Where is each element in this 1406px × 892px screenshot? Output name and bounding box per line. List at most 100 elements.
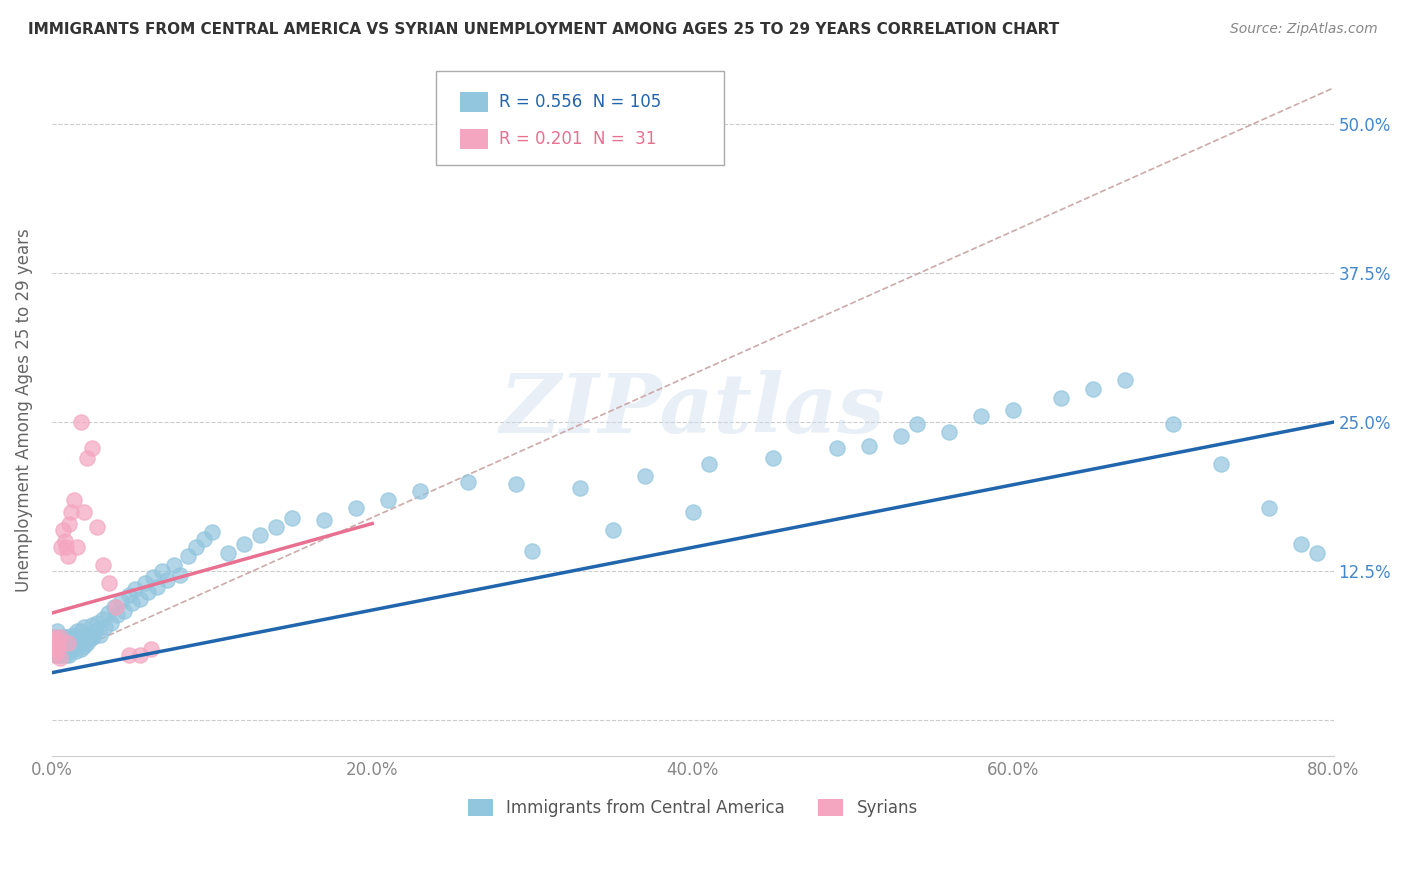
Point bbox=[45, 641, 67, 656]
Point bbox=[1291, 537, 1313, 551]
Point bbox=[73, 620, 96, 634]
Point bbox=[56, 636, 79, 650]
Point bbox=[53, 644, 76, 658]
Point bbox=[49, 630, 72, 644]
Point bbox=[53, 534, 76, 549]
Point bbox=[112, 604, 135, 618]
Point bbox=[59, 644, 82, 658]
Point bbox=[49, 651, 72, 665]
Point bbox=[77, 627, 100, 641]
Point bbox=[569, 481, 592, 495]
Point bbox=[65, 644, 87, 658]
Point bbox=[67, 636, 90, 650]
Point bbox=[1083, 382, 1105, 396]
Point bbox=[62, 641, 84, 656]
Point bbox=[682, 505, 704, 519]
Point bbox=[142, 570, 165, 584]
Point bbox=[51, 636, 73, 650]
Point bbox=[134, 576, 156, 591]
Point bbox=[890, 429, 912, 443]
Point bbox=[42, 630, 65, 644]
Point bbox=[89, 627, 111, 641]
Point bbox=[156, 573, 179, 587]
Point bbox=[146, 580, 169, 594]
Point bbox=[1114, 373, 1136, 387]
Point bbox=[44, 630, 66, 644]
Point bbox=[44, 636, 66, 650]
Point bbox=[150, 564, 173, 578]
Point bbox=[201, 524, 224, 539]
Point bbox=[45, 644, 67, 658]
Point bbox=[45, 632, 67, 647]
Point bbox=[46, 640, 69, 654]
Point bbox=[45, 648, 67, 662]
Point bbox=[46, 636, 69, 650]
Point bbox=[98, 576, 121, 591]
Point bbox=[63, 492, 86, 507]
Point bbox=[91, 558, 114, 573]
Point bbox=[58, 632, 80, 647]
Point bbox=[52, 523, 75, 537]
Point bbox=[128, 591, 150, 606]
Point bbox=[58, 516, 80, 531]
Point bbox=[264, 520, 287, 534]
Point bbox=[1258, 501, 1281, 516]
Point bbox=[56, 549, 79, 563]
Point bbox=[56, 640, 79, 654]
Point bbox=[79, 632, 101, 647]
Point bbox=[51, 648, 73, 662]
Point bbox=[42, 641, 65, 656]
Point bbox=[51, 541, 73, 555]
Point bbox=[56, 644, 79, 658]
Point bbox=[45, 624, 67, 638]
Point bbox=[633, 468, 655, 483]
Point bbox=[1161, 417, 1184, 432]
Point bbox=[59, 505, 82, 519]
Point bbox=[62, 627, 84, 641]
Point bbox=[55, 541, 77, 555]
Point bbox=[58, 648, 80, 662]
Point bbox=[858, 439, 880, 453]
Point bbox=[91, 612, 114, 626]
Point bbox=[55, 648, 77, 662]
Point bbox=[100, 615, 122, 630]
Point bbox=[118, 648, 141, 662]
Point bbox=[409, 484, 432, 499]
Point bbox=[970, 409, 993, 424]
Point bbox=[73, 505, 96, 519]
Point bbox=[139, 641, 162, 656]
Point bbox=[46, 641, 69, 656]
Point bbox=[76, 450, 98, 465]
Text: IMMIGRANTS FROM CENTRAL AMERICA VS SYRIAN UNEMPLOYMENT AMONG AGES 25 TO 29 YEARS: IMMIGRANTS FROM CENTRAL AMERICA VS SYRIA… bbox=[28, 22, 1059, 37]
Point bbox=[52, 641, 75, 656]
Point bbox=[69, 415, 91, 429]
Point bbox=[522, 544, 544, 558]
Point bbox=[44, 648, 66, 662]
Point bbox=[249, 528, 271, 542]
Point bbox=[1306, 546, 1329, 560]
Text: R = 0.556  N = 105: R = 0.556 N = 105 bbox=[499, 93, 661, 111]
Point bbox=[193, 532, 215, 546]
Point bbox=[84, 624, 107, 638]
Point bbox=[905, 417, 928, 432]
Point bbox=[86, 520, 108, 534]
Point bbox=[65, 630, 87, 644]
Text: Source: ZipAtlas.com: Source: ZipAtlas.com bbox=[1230, 22, 1378, 37]
Point bbox=[44, 648, 66, 662]
Point bbox=[377, 492, 399, 507]
Point bbox=[344, 501, 367, 516]
Point bbox=[938, 425, 960, 439]
Point bbox=[505, 477, 527, 491]
Point bbox=[86, 615, 108, 630]
Point bbox=[49, 648, 72, 662]
Point bbox=[66, 624, 89, 638]
Point bbox=[1002, 403, 1025, 417]
Text: ZIPatlas: ZIPatlas bbox=[501, 370, 886, 450]
Point bbox=[110, 594, 132, 608]
Point bbox=[217, 546, 239, 560]
Point bbox=[602, 523, 624, 537]
Point bbox=[66, 640, 89, 654]
Point bbox=[80, 618, 103, 632]
Point bbox=[162, 558, 184, 573]
Point bbox=[825, 442, 848, 456]
